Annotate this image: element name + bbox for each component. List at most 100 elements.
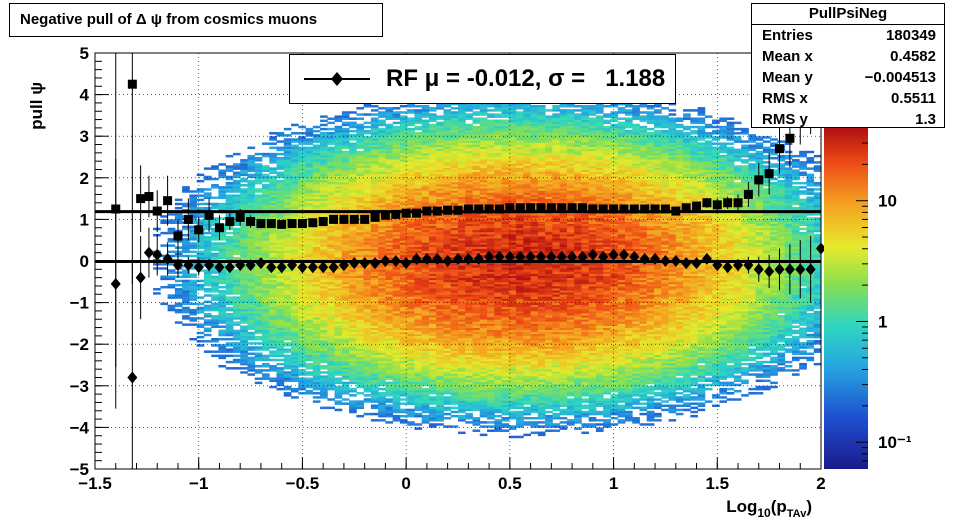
- heatmap-cell: [436, 275, 444, 279]
- heatmap-cell: [341, 256, 350, 260]
- heatmap-cell: [414, 281, 423, 285]
- heatmap-cell: [392, 181, 401, 185]
- heatmap-cell: [436, 396, 444, 399]
- heatmap-cell: [283, 337, 292, 341]
- heatmap-cell: [356, 362, 365, 366]
- heatmap-cell: [312, 344, 321, 347]
- heatmap-cell: [421, 190, 430, 193]
- heatmap-cell: [291, 159, 299, 162]
- heatmap-cell: [254, 198, 263, 202]
- heatmap-cell: [305, 163, 314, 166]
- heatmap-cell: [225, 206, 234, 210]
- heatmap-cell: [291, 333, 299, 337]
- heatmap-cell: [443, 194, 452, 197]
- heatmap-cell: [378, 356, 386, 360]
- heatmap-cell: [450, 283, 459, 287]
- heatmap-cell: [341, 290, 350, 293]
- heatmap-cell: [407, 323, 415, 326]
- heatmap-cell: [269, 206, 277, 210]
- heatmap-cell: [182, 233, 190, 237]
- heatmap-cell: [291, 306, 299, 310]
- heatmap-cell: [349, 333, 357, 337]
- heatmap-cell: [167, 229, 176, 233]
- heatmap-cell: [363, 356, 372, 360]
- heatmap-cell: [421, 354, 430, 358]
- heatmap-cell: [276, 288, 285, 291]
- heatmap-cell: [378, 379, 386, 383]
- heatmap-cell: [349, 329, 357, 333]
- heatmap-cell: [269, 292, 277, 295]
- heatmap-cell: [327, 348, 335, 351]
- heatmap-cell: [356, 225, 365, 229]
- heatmap-cell: [153, 292, 161, 295]
- heatmap-cell: [327, 184, 335, 187]
- heatmap-cell: [399, 233, 408, 237]
- heatmap-cell: [320, 165, 328, 168]
- heatmap-cell: [247, 184, 256, 187]
- heatmap-cell: [283, 387, 292, 391]
- heatmap-cell: [414, 373, 423, 376]
- heatmap-cell: [298, 354, 306, 358]
- heatmap-cell: [356, 352, 365, 355]
- heatmap-cell: [443, 159, 452, 162]
- heatmap-cell: [399, 356, 408, 360]
- heatmap-cell: [320, 323, 328, 326]
- heatmap-cell: [443, 132, 452, 135]
- heatmap-cell: [443, 150, 452, 154]
- heatmap-cell: [312, 340, 321, 343]
- heatmap-cell: [196, 188, 205, 191]
- heatmap-cell: [363, 387, 372, 391]
- heatmap-cell: [276, 319, 285, 322]
- heatmap-cell: [363, 379, 372, 383]
- heatmap-cell: [291, 231, 299, 235]
- heatmap-cell: [334, 396, 343, 399]
- heatmap-cell: [254, 179, 263, 183]
- heatmap-cell: [334, 184, 343, 187]
- heatmap-cell: [305, 315, 314, 318]
- heatmap-cell: [414, 369, 423, 372]
- heatmap-cell: [240, 206, 248, 210]
- heatmap-cell: [356, 169, 365, 172]
- heatmap-cell: [414, 406, 423, 410]
- heatmap-cell: [276, 283, 285, 287]
- heatmap-cell: [298, 192, 306, 195]
- heatmap-cell: [298, 350, 306, 353]
- heatmap-cell: [356, 246, 365, 249]
- heatmap-cell: [378, 394, 386, 397]
- heatmap-cell: [356, 134, 365, 137]
- heatmap-cell: [305, 129, 314, 133]
- heatmap-cell: [276, 387, 285, 391]
- heatmap-cell: [399, 281, 408, 285]
- heatmap-cell: [341, 271, 350, 274]
- heatmap-cell: [399, 179, 408, 183]
- heatmap-cell: [305, 165, 314, 168]
- heatmap-cell: [378, 159, 386, 162]
- heatmap-cell: [370, 294, 379, 297]
- heatmap-cell: [196, 242, 205, 245]
- heatmap-cell: [283, 342, 292, 345]
- heatmap-cell: [443, 406, 452, 410]
- heatmap-cell: [320, 159, 328, 162]
- heatmap-cell: [174, 302, 183, 306]
- heatmap-cell: [203, 236, 212, 239]
- heatmap-cell: [254, 200, 263, 204]
- heatmap-cell: [378, 248, 386, 251]
- heatmap-cell: [443, 217, 452, 220]
- heatmap-cell: [428, 333, 437, 337]
- heatmap-cell: [378, 179, 386, 183]
- heatmap-cell: [240, 196, 248, 199]
- heatmap-cell: [305, 298, 314, 301]
- heatmap-cell: [378, 369, 386, 372]
- heatmap-cell: [327, 302, 335, 306]
- heatmap-cell: [312, 294, 321, 297]
- heatmap-cell: [414, 188, 423, 191]
- heatmap-cell: [399, 221, 408, 224]
- heatmap-cell: [327, 175, 335, 179]
- heatmap-cell: [247, 159, 256, 162]
- heatmap-cell: [370, 392, 379, 395]
- heatmap-cell: [327, 136, 335, 139]
- heatmap-cell: [349, 360, 357, 364]
- heatmap-cell: [399, 231, 408, 235]
- heatmap-cell: [240, 302, 248, 306]
- heatmap-cell: [356, 163, 365, 166]
